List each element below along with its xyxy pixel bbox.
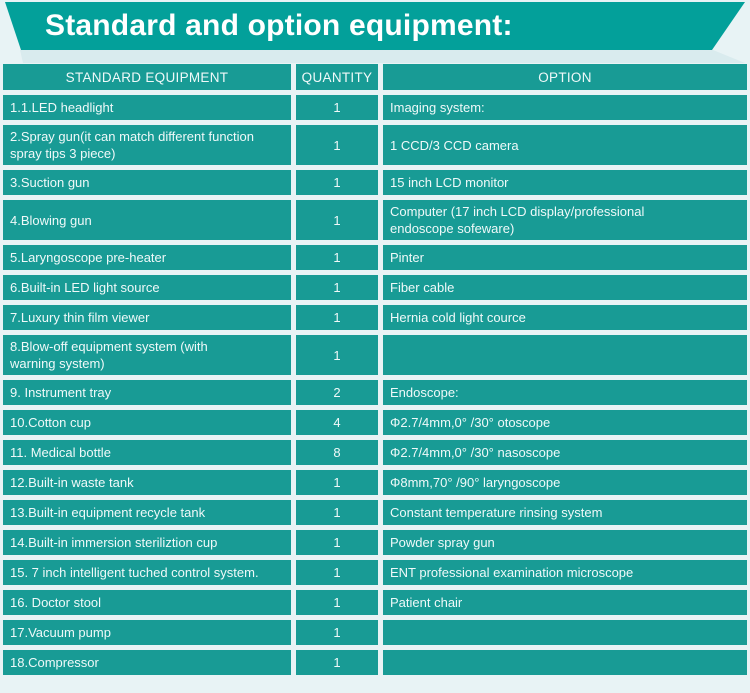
option-cell: Hernia cold light cource: [383, 305, 747, 330]
option-cell: Fiber cable: [383, 275, 747, 300]
standard-equipment-cell: 12.Built-in waste tank: [3, 470, 291, 495]
quantity-cell: 1: [296, 305, 378, 330]
standard-equipment-cell: 3.Suction gun: [3, 170, 291, 195]
quantity-cell: 1: [296, 590, 378, 615]
option-cell: Φ2.7/4mm,0° /30° nasoscope: [383, 440, 747, 465]
standard-equipment-cell: 8.Blow-off equipment system (with warnin…: [3, 335, 291, 375]
quantity-cell: 1: [296, 650, 378, 675]
option-cell: Pinter: [383, 245, 747, 270]
page-title: Standard and option equipment:: [45, 9, 513, 42]
standard-equipment-cell: 4.Blowing gun: [3, 200, 291, 240]
column-header-quantity: QUANTITY: [296, 64, 378, 90]
standard-equipment-cell: 15. 7 inch intelligent tuched control sy…: [3, 560, 291, 585]
option-cell: Φ2.7/4mm,0° /30° otoscope: [383, 410, 747, 435]
standard-equipment-cell: 7.Luxury thin film viewer: [3, 305, 291, 330]
option-cell: Φ8mm,70° /90° laryngoscope: [383, 470, 747, 495]
option-cell: Computer (17 inch LCD display/profession…: [383, 200, 747, 240]
option-cell: Powder spray gun: [383, 530, 747, 555]
quantity-cell: 1: [296, 245, 378, 270]
quantity-cell: 1: [296, 470, 378, 495]
standard-equipment-cell: 2.Spray gun(it can match different funct…: [3, 125, 291, 165]
quantity-cell: 1: [296, 530, 378, 555]
quantity-cell: 8: [296, 440, 378, 465]
column-header-option: OPTION: [383, 64, 747, 90]
title-banner: Standard and option equipment:: [0, 2, 750, 50]
quantity-cell: 1: [296, 335, 378, 375]
standard-equipment-cell: 18.Compressor: [3, 650, 291, 675]
banner-shadow-strip: [20, 50, 745, 63]
column-header-standard-equipment: STANDARD EQUIPMENT: [3, 64, 291, 90]
quantity-cell: 1: [296, 170, 378, 195]
option-cell: 1 CCD/3 CCD camera: [383, 125, 747, 165]
quantity-cell: 1: [296, 560, 378, 585]
equipment-table: STANDARD EQUIPMENT QUANTITY OPTION 1.1.L…: [3, 64, 747, 675]
quantity-cell: 1: [296, 500, 378, 525]
option-cell: Endoscope:: [383, 380, 747, 405]
quantity-cell: 1: [296, 200, 378, 240]
standard-equipment-cell: 10.Cotton cup: [3, 410, 291, 435]
standard-equipment-cell: 14.Built-in immersion steriliztion cup: [3, 530, 291, 555]
standard-equipment-cell: 16. Doctor stool: [3, 590, 291, 615]
option-cell: 15 inch LCD monitor: [383, 170, 747, 195]
quantity-cell: 1: [296, 95, 378, 120]
quantity-cell: 1: [296, 620, 378, 645]
option-cell: Patient chair: [383, 590, 747, 615]
option-cell: [383, 620, 747, 645]
standard-equipment-cell: 9. Instrument tray: [3, 380, 291, 405]
standard-equipment-cell: 17.Vacuum pump: [3, 620, 291, 645]
option-cell: Imaging system:: [383, 95, 747, 120]
option-cell: [383, 335, 747, 375]
standard-equipment-cell: 11. Medical bottle: [3, 440, 291, 465]
standard-equipment-cell: 1.1.LED headlight: [3, 95, 291, 120]
option-cell: [383, 650, 747, 675]
quantity-cell: 1: [296, 275, 378, 300]
option-cell: Constant temperature rinsing system: [383, 500, 747, 525]
standard-equipment-cell: 13.Built-in equipment recycle tank: [3, 500, 291, 525]
quantity-cell: 4: [296, 410, 378, 435]
page: Standard and option equipment: STANDARD …: [0, 2, 750, 675]
standard-equipment-cell: 5.Laryngoscope pre-heater: [3, 245, 291, 270]
option-cell: ENT professional examination microscope: [383, 560, 747, 585]
quantity-cell: 2: [296, 380, 378, 405]
quantity-cell: 1: [296, 125, 378, 165]
standard-equipment-cell: 6.Built-in LED light source: [3, 275, 291, 300]
